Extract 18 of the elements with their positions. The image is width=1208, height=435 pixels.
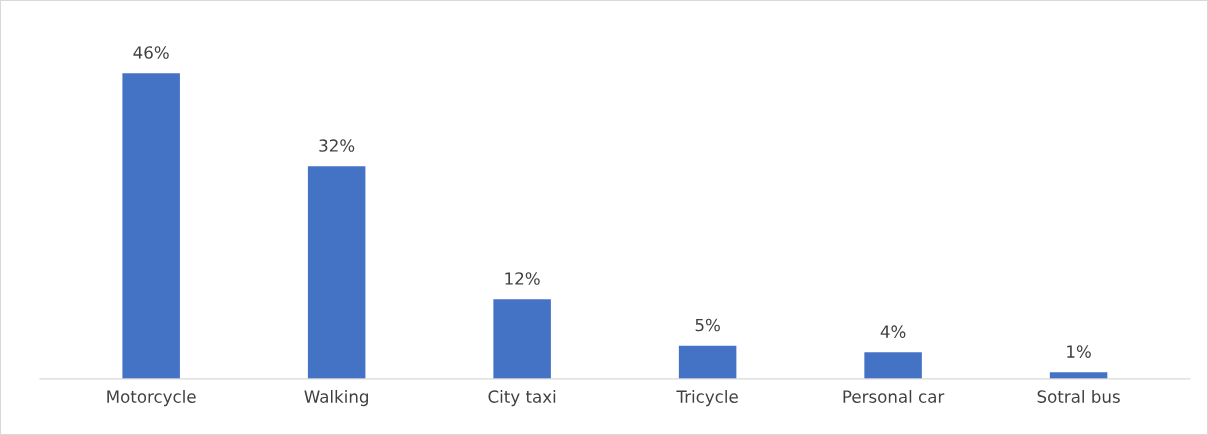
bar (493, 299, 551, 379)
bar (122, 73, 180, 379)
data-label: 1% (1067, 345, 1091, 358)
bar (307, 166, 366, 379)
bar (864, 352, 922, 379)
x-tick-label: Personal car (843, 390, 945, 403)
data-label: 46% (133, 46, 169, 59)
x-tick-label: Sotral bus (1037, 390, 1120, 403)
data-label: 4% (880, 325, 906, 338)
x-tick-label: Walking (304, 390, 368, 407)
bar (678, 345, 737, 379)
x-tick-label: Motorcycle (107, 390, 196, 407)
bar (1049, 372, 1108, 379)
data-label: 5% (695, 318, 720, 332)
x-tick-label: City taxi (488, 390, 556, 407)
x-tick-label: Tricycle (676, 390, 738, 407)
data-label: 12% (505, 272, 540, 285)
data-label: 32% (319, 139, 355, 152)
